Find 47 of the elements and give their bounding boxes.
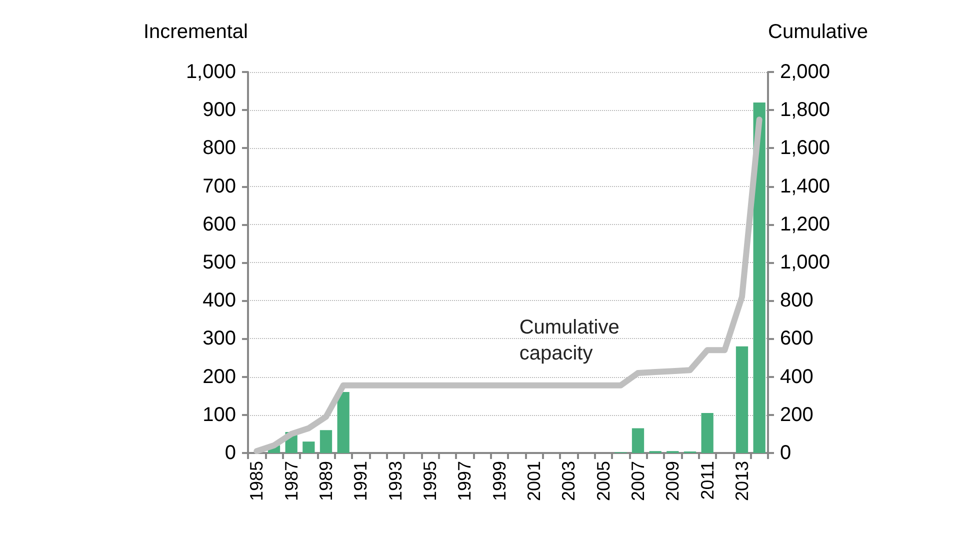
y2-tick-label: 1,800 xyxy=(780,99,830,122)
y2-tick-label: 800 xyxy=(780,290,814,312)
x-tick-label: 2007 xyxy=(628,461,648,502)
bar xyxy=(302,442,315,453)
x-tick-label: 2001 xyxy=(524,461,544,502)
y2-tick-label: 200 xyxy=(780,404,814,426)
x-tick-label: 2005 xyxy=(593,461,614,502)
bar xyxy=(701,412,714,453)
y2-tick-label: 600 xyxy=(780,328,814,350)
series-label: Cumulative capacity xyxy=(519,316,625,364)
y2-tick-label: 400 xyxy=(780,366,814,388)
y2-tick-label: 1,400 xyxy=(780,175,830,198)
x-tick-label: 2011 xyxy=(697,461,718,500)
y2-axis-title: Cumulative xyxy=(768,21,868,43)
y-tick-label: 900 xyxy=(202,99,236,122)
x-tick-label: 1999 xyxy=(489,461,510,502)
x-tick-label: 1989 xyxy=(316,461,336,502)
y-tick-label: 400 xyxy=(202,290,236,312)
y-tick-label: 1,000 xyxy=(186,61,236,83)
bar xyxy=(320,430,332,453)
y2-tick-label: 1,000 xyxy=(780,252,830,274)
y-tick-label: 100 xyxy=(202,404,236,426)
y-tick-label: 600 xyxy=(202,213,236,236)
bar xyxy=(337,392,350,453)
y-tick-label: 300 xyxy=(202,328,236,350)
y-axis-title: Incremental xyxy=(144,21,248,43)
x-tick-label: 1985 xyxy=(246,461,267,502)
x-tick-label: 2013 xyxy=(732,461,752,502)
y2-tick-label: 2,000 xyxy=(780,61,830,83)
x-tick-label: 2003 xyxy=(558,461,579,502)
y2-tick-label: 1,600 xyxy=(780,137,830,160)
x-tick-label: 1995 xyxy=(420,461,440,502)
y-tick-label: 800 xyxy=(202,137,236,160)
x-tick-label: 2009 xyxy=(662,461,683,502)
bar xyxy=(632,428,644,453)
y-tick-label: 0 xyxy=(224,442,236,464)
y-tick-label: 700 xyxy=(202,175,236,198)
bar xyxy=(736,346,748,453)
x-tick-label: 1993 xyxy=(385,461,406,502)
x-tick-label: 1991 xyxy=(350,461,371,502)
x-tick-label: 1987 xyxy=(281,461,302,502)
x-tick-label: 1997 xyxy=(454,461,475,502)
y-tick-label: 500 xyxy=(202,252,236,274)
y2-tick-label: 0 xyxy=(780,442,792,464)
bar xyxy=(753,102,766,453)
y-tick-label: 200 xyxy=(202,366,236,388)
y2-tick-label: 1,200 xyxy=(780,213,830,236)
